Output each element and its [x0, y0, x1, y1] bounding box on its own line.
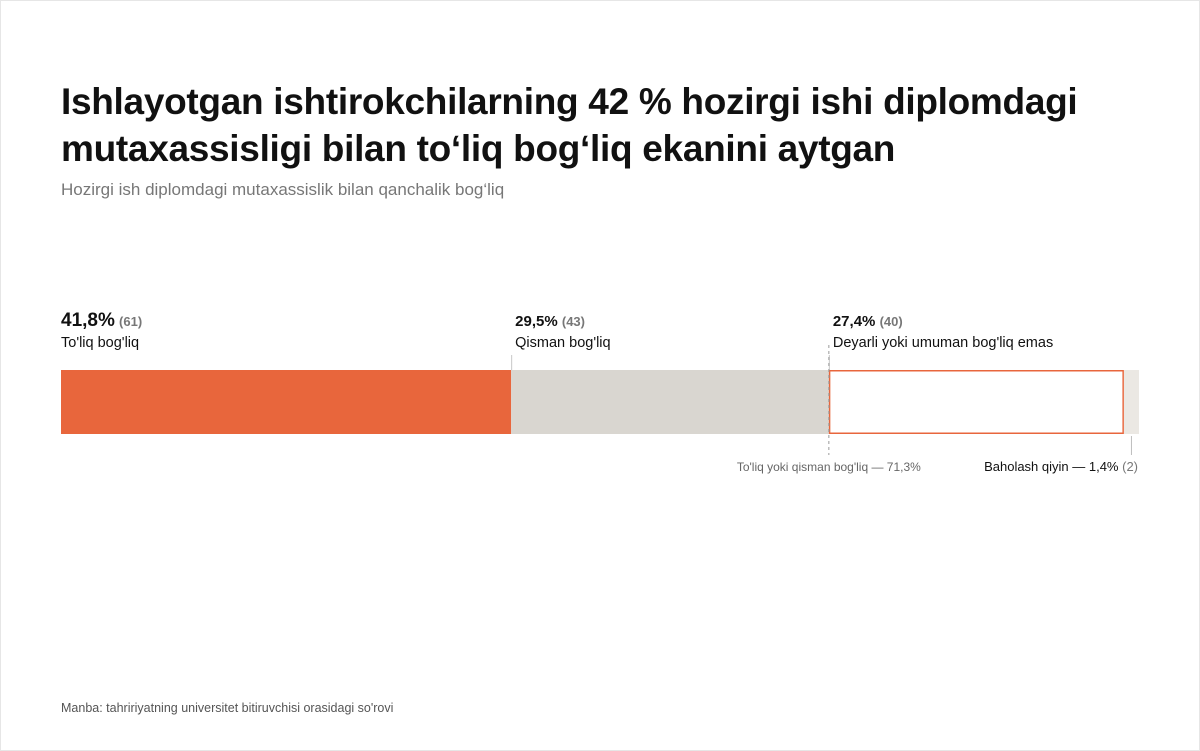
bar-segment-none	[828, 370, 1124, 434]
source-note: Manba: tahririyatning universitet bitiru…	[61, 701, 394, 715]
cumulative-note: To'liq yoki qisman bog'liq — 71,3%	[737, 460, 921, 474]
bar-segment-full	[61, 370, 512, 434]
hard-note-count: (2)	[1122, 459, 1138, 474]
pct-label-none: 27,4%	[833, 313, 876, 330]
pct-label-partial: 29,5%	[515, 313, 558, 330]
count-label-partial: (43)	[562, 314, 585, 329]
value-label-full: 41,8% (61)	[61, 310, 142, 331]
hard-note: Baholash qiyin — 1,4% (2)	[984, 459, 1138, 474]
bar-segment-partial	[511, 370, 829, 434]
chart-subtitle: Hozirgi ish diplomdagi mutaxassislik bil…	[61, 180, 505, 199]
category-label-full: To'liq bog'liq	[61, 335, 139, 351]
hard-note-text: Baholash qiyin — 1,4%	[984, 459, 1122, 474]
chart-title: Ishlayotgan ishtirokchilarning 42 % hozi…	[61, 81, 1078, 169]
count-label-full: (61)	[119, 314, 142, 329]
value-label-partial: 29,5% (43)	[515, 313, 585, 330]
category-label-partial: Qisman bog'liq	[515, 335, 610, 351]
value-label-none: 27,4% (40)	[833, 313, 903, 330]
count-label-none: (40)	[880, 314, 903, 329]
bar-segment-hard	[1123, 370, 1139, 434]
category-label-none: Deyarli yoki umuman bog'liq emas	[833, 335, 1053, 351]
pct-label-full: 41,8%	[61, 310, 115, 331]
